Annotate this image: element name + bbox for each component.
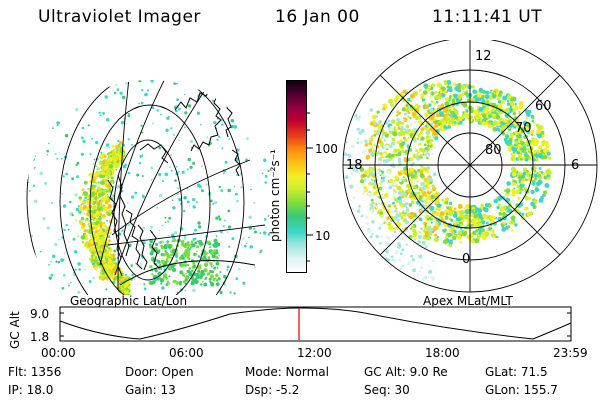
mlt-label-12: 12 bbox=[475, 49, 492, 64]
timeline-ytick-1: 1.8 bbox=[30, 330, 49, 344]
status-dsp: Dsp: -5.2 bbox=[245, 383, 300, 397]
timeline-frame bbox=[59, 306, 572, 342]
status-mode: Mode: Normal bbox=[245, 365, 329, 379]
colorbar-tick-label-10: 10 bbox=[315, 229, 330, 243]
timeline-xtick-0000: 00:00 bbox=[41, 346, 76, 360]
timeline-xtick-1800: 18:00 bbox=[425, 346, 460, 360]
auroral-oval-polar bbox=[343, 80, 552, 281]
status-ip: IP: 18.0 bbox=[8, 383, 54, 397]
mlt-label-6: 6 bbox=[571, 158, 579, 173]
colorbar-axis: 100 10 bbox=[307, 112, 338, 262]
mlt-label-18: 18 bbox=[346, 158, 363, 173]
polar-grid bbox=[342, 40, 598, 293]
status-seq: Seq: 30 bbox=[364, 383, 410, 397]
timeline-xtick-2359: 23:59 bbox=[553, 346, 588, 360]
status-gain: Gain: 13 bbox=[125, 383, 176, 397]
geographic-grid bbox=[26, 80, 270, 295]
altitude-curve bbox=[59, 307, 572, 340]
colorbar-image bbox=[286, 80, 307, 273]
altitude-timeline: GC Alt 9.0 1.8 bbox=[8, 306, 572, 349]
colorbar-unit-label: photon cm⁻²s⁻¹ bbox=[268, 149, 282, 242]
status-flight: Flt: 1356 bbox=[8, 365, 62, 379]
observation-time: 11:11:41 UT bbox=[432, 7, 543, 27]
geographic-image-panel bbox=[26, 80, 270, 295]
instrument-title: Ultraviolet Imager bbox=[38, 7, 201, 27]
status-gc-alt: GC Alt: 9.0 Re bbox=[364, 365, 448, 379]
mlat-label-60: 60 bbox=[535, 99, 552, 114]
status-glon: GLon: 155.7 bbox=[485, 383, 558, 397]
geographic-caption: Geographic Lat/Lon bbox=[70, 294, 188, 308]
timeline-ylabel: GC Alt bbox=[8, 311, 22, 349]
timeline-xtick-0600: 06:00 bbox=[169, 346, 204, 360]
timeline-ytick-9: 9.0 bbox=[30, 307, 49, 321]
colorbar-tick-label-100: 100 bbox=[315, 142, 338, 156]
status-door: Door: Open bbox=[125, 365, 194, 379]
polar-caption: Apex MLat/MLT bbox=[423, 294, 513, 308]
mlat-label-70: 70 bbox=[515, 121, 532, 136]
observation-date: 16 Jan 00 bbox=[275, 7, 360, 27]
coastline-outlines bbox=[107, 89, 241, 277]
polar-image-panel: 12 18 6 0 60 70 80 bbox=[342, 40, 598, 293]
status-glat: GLat: 71.5 bbox=[485, 365, 548, 379]
timeline-xtick-1200: 12:00 bbox=[297, 346, 332, 360]
mlt-label-0: 0 bbox=[462, 252, 470, 267]
auroral-oval-geographic bbox=[74, 141, 221, 295]
colorbar-label-wrap: photon cm⁻²s⁻¹ bbox=[268, 149, 282, 242]
mlat-label-80: 80 bbox=[485, 143, 502, 158]
